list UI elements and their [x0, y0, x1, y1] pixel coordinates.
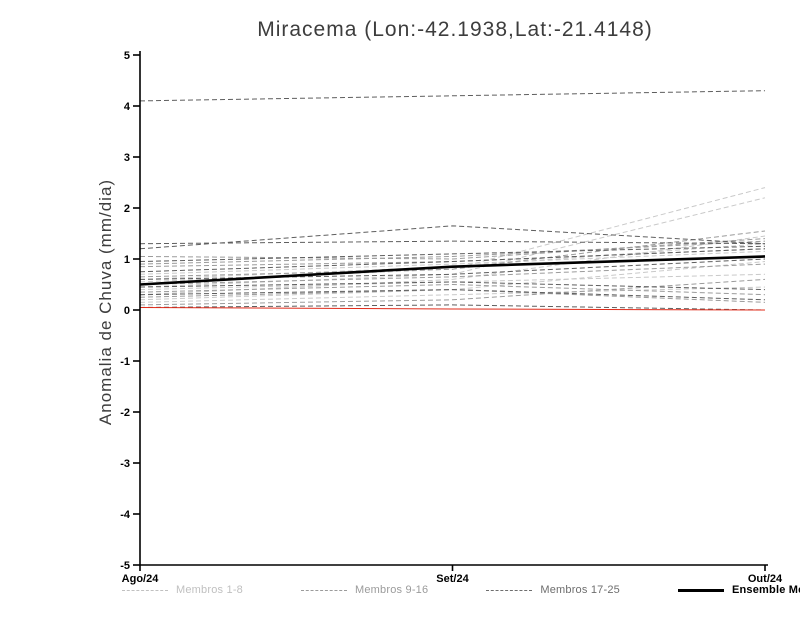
- legend-label: Membros 17-25: [540, 584, 620, 596]
- svg-text:3: 3: [124, 152, 130, 164]
- svg-text:1: 1: [124, 254, 130, 266]
- svg-text:4: 4: [124, 101, 131, 113]
- svg-text:Set/24: Set/24: [436, 573, 469, 585]
- svg-text:-5: -5: [120, 560, 130, 572]
- svg-text:Out/24: Out/24: [748, 573, 783, 585]
- legend-line-sample: [122, 589, 168, 591]
- svg-text:5: 5: [124, 50, 130, 62]
- legend-item-ensemble-mean: Ensemble Mean: [677, 584, 800, 596]
- legend-item-membros-17-25: Membros 17-25: [486, 584, 620, 596]
- legend-line-sample: [677, 588, 724, 592]
- svg-text:-3: -3: [120, 458, 130, 470]
- legend-line-sample: [301, 589, 347, 591]
- legend-label: Membros 9-16: [355, 584, 429, 596]
- legend-item-membros-1-8: Membros 1-8: [122, 584, 243, 596]
- svg-text:0: 0: [124, 305, 130, 317]
- legend-label: Membros 1-8: [176, 584, 243, 596]
- svg-text:-4: -4: [120, 509, 131, 521]
- svg-text:2: 2: [124, 203, 130, 215]
- legend-label: Ensemble Mean: [731, 584, 800, 596]
- chart-legend: Membros 1-8 Membros 9-16 Membros 17-25 E…: [122, 584, 800, 596]
- chart-title: Miracema (Lon:-42.1938,Lat:-21.4148): [257, 18, 653, 41]
- legend-line-sample: [486, 589, 533, 591]
- svg-text:-1: -1: [120, 356, 130, 368]
- svg-text:Ago/24: Ago/24: [122, 573, 160, 585]
- legend-item-membros-9-16: Membros 9-16: [301, 584, 428, 596]
- svg-text:-2: -2: [120, 407, 130, 419]
